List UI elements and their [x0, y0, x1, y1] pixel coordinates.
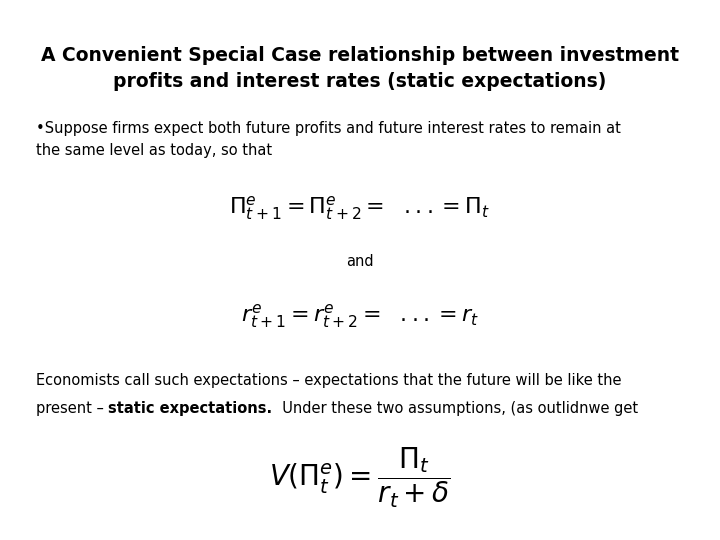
Text: $V(\Pi^{e}_{t}) = \dfrac{\Pi_{t}}{r_{t} + \delta}$: $V(\Pi^{e}_{t}) = \dfrac{\Pi_{t}}{r_{t} …: [269, 446, 451, 510]
Text: A Convenient Special Case relationship between investment
profits and interest r: A Convenient Special Case relationship b…: [41, 46, 679, 91]
Text: •Suppose firms expect both future profits and future interest rates to remain at: •Suppose firms expect both future profit…: [36, 122, 621, 158]
Text: Economists call such expectations – expectations that the future will be like th: Economists call such expectations – expe…: [36, 373, 621, 388]
Text: present –: present –: [36, 401, 109, 416]
Text: static expectations.: static expectations.: [109, 401, 273, 416]
Text: Under these two assumptions, (as outlidnwe get: Under these two assumptions, (as outlidn…: [273, 401, 638, 416]
Text: $\Pi^{e}_{t+1} = \Pi^{e}_{t+2} = \ \ ... = \Pi_{t}$: $\Pi^{e}_{t+1} = \Pi^{e}_{t+2} = \ \ ...…: [229, 194, 491, 222]
Text: $r^{e}_{t+1} = r^{e}_{t+2} = \ \ ... = r_{t}$: $r^{e}_{t+1} = r^{e}_{t+2} = \ \ ... = r…: [241, 302, 479, 330]
Text: and: and: [346, 254, 374, 269]
